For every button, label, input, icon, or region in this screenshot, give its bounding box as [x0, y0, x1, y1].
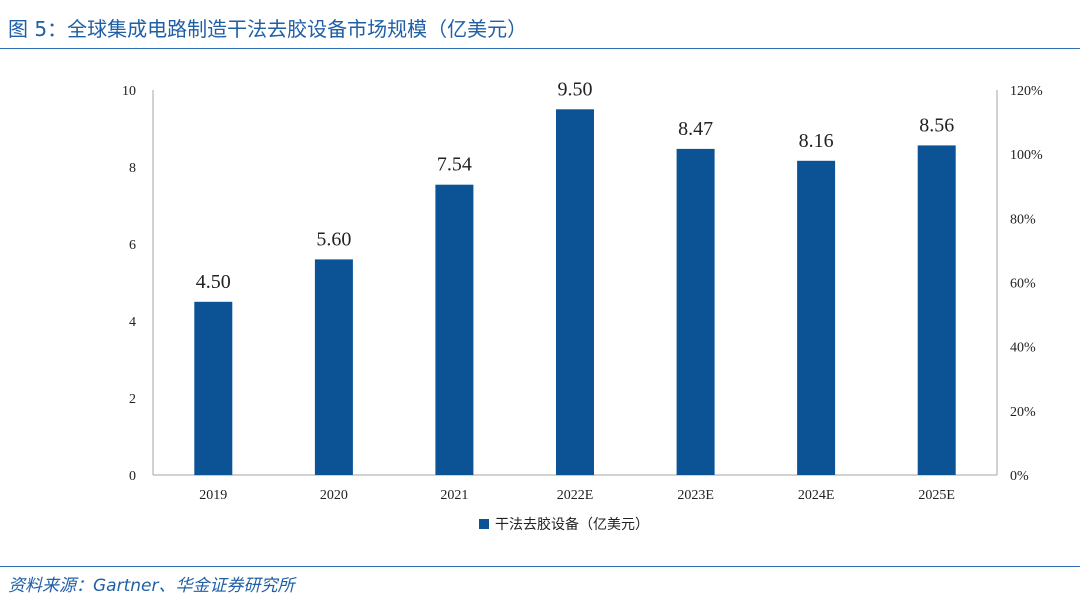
- source-note: 资料来源：Gartner、华金证券研究所: [8, 576, 295, 596]
- x-tick-label: 2021: [440, 488, 468, 503]
- bar: [797, 160, 836, 476]
- legend: 干法去胶设备（亿美元）: [479, 516, 649, 533]
- bar: [917, 145, 956, 475]
- y-axis-right-ticks: 0% 20% 40% 60% 80% 100% 120%: [1010, 84, 1043, 484]
- x-tick-label: 2020: [320, 488, 348, 503]
- bar: [676, 148, 715, 475]
- x-tick-label: 2023E: [677, 488, 714, 503]
- y-tick-right-label: 80%: [1010, 212, 1036, 227]
- y-tick-left-label: 6: [129, 238, 136, 253]
- bar-value-label: 5.60: [316, 228, 351, 250]
- x-tick-label: 2019: [199, 488, 227, 503]
- title-rule: [0, 48, 1080, 49]
- y-tick-right-label: 120%: [1010, 84, 1043, 99]
- bar-series: 4.50 5.60 7.54 9.50 8.47 8.16 8.56: [194, 78, 956, 476]
- bar: [314, 259, 353, 475]
- y-tick-left-label: 0: [129, 469, 136, 484]
- bar-value-label: 8.16: [799, 130, 834, 152]
- y-tick-right-label: 20%: [1010, 405, 1036, 420]
- legend-label: 干法去胶设备（亿美元）: [495, 516, 649, 533]
- y-tick-left-label: 8: [129, 161, 136, 176]
- x-tick-label: 2022E: [557, 488, 594, 503]
- bar: [194, 301, 233, 476]
- bar-value-label: 4.50: [196, 271, 231, 293]
- y-tick-left-label: 2: [129, 392, 136, 407]
- bar-value-label: 8.56: [919, 114, 954, 136]
- x-axis-ticks: 2019 2020 2021 2022E 2023E 2024E 2025E: [199, 488, 955, 503]
- bar: [435, 184, 474, 475]
- bar: [556, 109, 594, 476]
- source-rule: [0, 566, 1080, 567]
- bar-value-label: 7.54: [437, 154, 472, 176]
- bar-value-label: 9.50: [558, 78, 593, 100]
- x-tick-label: 2025E: [918, 488, 955, 503]
- y-tick-right-label: 0%: [1010, 469, 1029, 484]
- legend-swatch: [479, 519, 489, 529]
- x-tick-label: 2024E: [798, 488, 835, 503]
- y-tick-right-label: 40%: [1010, 341, 1036, 356]
- figure-title: 图 5：全球集成电路制造干法去胶设备市场规模（亿美元）: [8, 17, 528, 41]
- y-tick-left-label: 10: [122, 84, 136, 99]
- y-tick-right-label: 100%: [1010, 148, 1043, 163]
- bar-chart: 0 2 4 6 8 10 0% 20% 40% 60% 80% 100% 120% 4.50 5.60 7…: [122, 78, 1043, 533]
- y-tick-left-label: 4: [129, 315, 136, 330]
- y-axis-left-ticks: 0 2 4 6 8 10: [122, 84, 136, 484]
- y-tick-right-label: 60%: [1010, 277, 1036, 292]
- bar-value-label: 8.47: [678, 118, 713, 140]
